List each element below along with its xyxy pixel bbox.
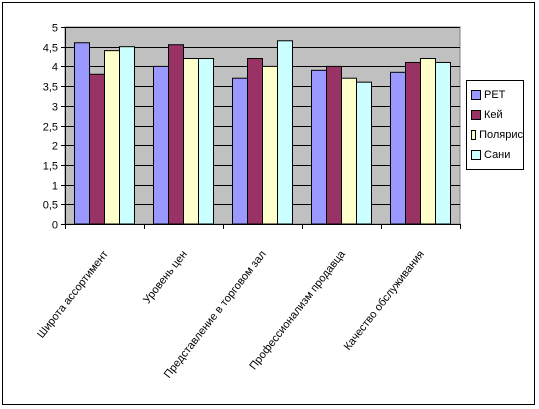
y-tick-label: 0,5 — [43, 200, 58, 212]
legend-label-series-4: Сани — [484, 149, 511, 161]
y-tick-label: 4 — [52, 62, 58, 74]
y-tick-label: 3,5 — [43, 82, 58, 94]
legend-label-series-1: РЕТ — [484, 89, 506, 101]
legend-swatch-series-4 — [471, 150, 481, 160]
y-tick-label: 1 — [52, 181, 58, 193]
bar — [183, 58, 199, 225]
legend-label-series-2: Кей — [484, 109, 503, 121]
bar — [420, 58, 436, 225]
bar — [405, 61, 421, 225]
bar — [247, 58, 263, 225]
bar — [390, 71, 406, 225]
bar — [356, 81, 372, 225]
x-tick-label: Качество обслуживания — [342, 248, 427, 352]
bar — [119, 46, 135, 225]
y-tick-label: 4,5 — [43, 43, 58, 55]
y-tick-label: 1,5 — [43, 161, 58, 173]
legend-item-series-1: РЕТ — [471, 85, 523, 105]
bar — [104, 50, 120, 225]
bar — [198, 58, 214, 225]
bar — [341, 77, 357, 225]
y-tick-label: 0 — [52, 220, 58, 232]
legend-swatch-series-3 — [471, 130, 477, 140]
bar — [277, 40, 293, 225]
x-tick-label: Широта ассортимент — [35, 248, 111, 340]
legend-item-series-4: Сани — [471, 145, 523, 165]
y-tick-label: 5 — [52, 23, 58, 35]
bar — [74, 42, 90, 225]
legend-item-series-2: Кей — [471, 105, 523, 125]
bar — [311, 69, 327, 225]
legend-swatch-series-2 — [471, 110, 481, 120]
y-tick-label: 2 — [52, 141, 58, 153]
bar — [153, 65, 169, 225]
legend-item-series-3: Полярис — [471, 125, 523, 145]
bar — [262, 65, 278, 225]
y-tick-label: 2,5 — [43, 122, 58, 134]
legend-swatch-series-1 — [471, 90, 481, 100]
bar — [435, 61, 451, 225]
x-tick-label: Профессионализм продавца — [247, 248, 348, 373]
x-tick-label: Уровень цен — [141, 248, 190, 306]
bar — [232, 77, 248, 225]
legend-label-series-3: Полярис — [479, 129, 523, 141]
legend: РЕТ Кей Полярис Сани — [466, 80, 524, 170]
bar — [89, 73, 105, 225]
bar — [326, 65, 342, 225]
y-tick-label: 3 — [52, 102, 58, 114]
bar — [168, 44, 184, 225]
